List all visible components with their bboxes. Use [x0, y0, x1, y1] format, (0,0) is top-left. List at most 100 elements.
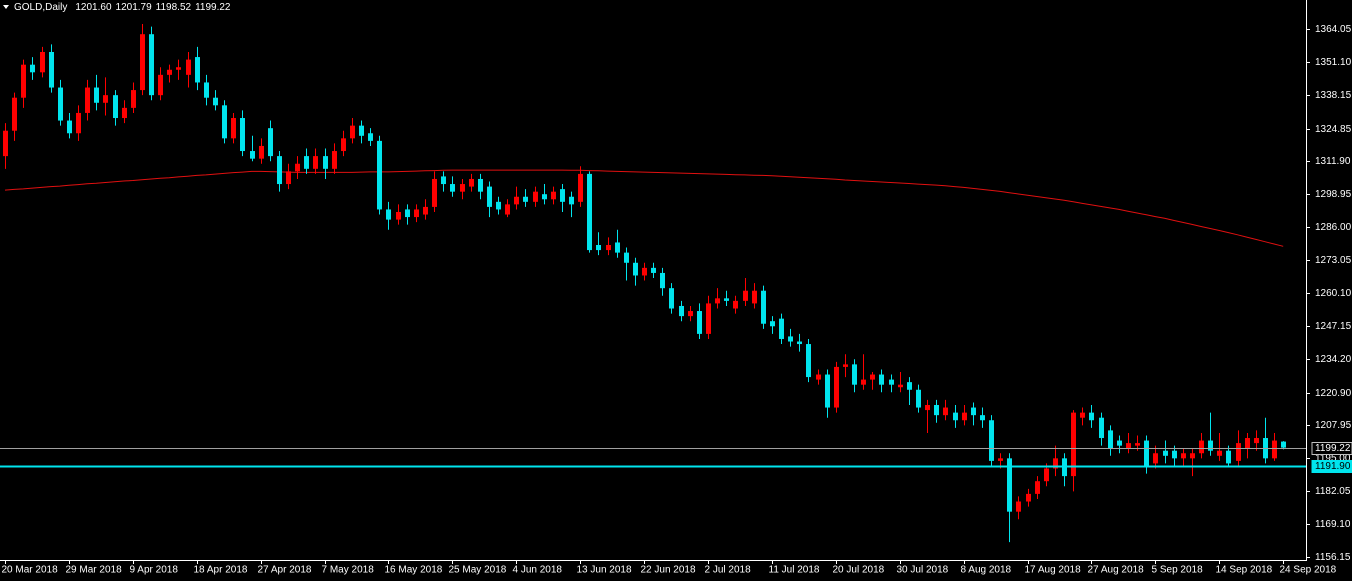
- candle-body: [313, 156, 318, 169]
- candle-body: [560, 189, 565, 202]
- candle-body: [350, 125, 355, 139]
- candle-body: [724, 298, 729, 301]
- menu-triangle[interactable]: [3, 5, 9, 9]
- x-tick-label: 16 May 2018: [385, 565, 443, 576]
- y-tick-label: 1207.95: [1315, 420, 1352, 431]
- candle-body: [167, 69, 172, 75]
- x-tick-label: 20 Jul 2018: [833, 565, 885, 576]
- candle-body: [231, 118, 236, 139]
- candle-body: [889, 379, 894, 385]
- candle-body: [825, 374, 830, 408]
- candle-body: [40, 51, 45, 73]
- candle-body: [1016, 501, 1021, 512]
- x-tick-label: 11 Jul 2018: [769, 565, 820, 576]
- candle-body: [1245, 438, 1250, 449]
- x-tick-label: 17 Aug 2018: [1025, 565, 1082, 576]
- candle-body: [1181, 453, 1186, 459]
- candle-body: [879, 374, 884, 385]
- candle-body: [441, 176, 446, 185]
- candle-body: [715, 298, 720, 304]
- candle-body: [642, 267, 647, 276]
- y-tick-label: 1220.90: [1315, 388, 1352, 399]
- candle-body: [578, 173, 583, 202]
- candle-body: [94, 87, 99, 103]
- candle-body: [861, 379, 866, 385]
- candle-body: [295, 163, 300, 172]
- candle-body: [1007, 458, 1012, 512]
- candle-body: [633, 262, 638, 276]
- x-tick-label: 18 Apr 2018: [194, 565, 248, 576]
- price-label: 1191.90: [1315, 461, 1351, 472]
- candle-body: [1035, 481, 1040, 494]
- candle-body: [1254, 438, 1259, 444]
- candle-body: [989, 420, 994, 461]
- candle-body: [1089, 412, 1094, 421]
- candle-body: [268, 128, 273, 157]
- candle-body: [852, 364, 857, 385]
- price-label-box: [1311, 442, 1352, 455]
- candle-body: [414, 209, 419, 218]
- candle-body: [688, 311, 693, 317]
- y-tick-label: 1273.05: [1315, 255, 1352, 266]
- candle-body: [3, 130, 8, 157]
- candle-body: [396, 211, 401, 220]
- candle-body: [1272, 440, 1277, 459]
- candle-body: [1026, 493, 1031, 502]
- candle-body: [359, 125, 364, 136]
- candle-body: [1281, 441, 1286, 448]
- candle-body: [323, 156, 328, 169]
- candle-body: [551, 191, 556, 200]
- candle-body: [870, 374, 875, 380]
- candle-body: [761, 290, 766, 324]
- chart-header: GOLD,Daily 1201.60 1201.79 1198.52 1199.22: [14, 2, 231, 13]
- candle-body: [432, 178, 437, 207]
- x-tick-label: 24 Sep 2018: [1280, 565, 1337, 576]
- candle-body: [624, 252, 629, 263]
- candle-body: [1163, 450, 1168, 456]
- x-tick-label: 20 Mar 2018: [2, 565, 59, 576]
- candle-body: [368, 133, 373, 141]
- candle-body: [405, 209, 410, 218]
- candle-body: [587, 173, 592, 251]
- candle-body: [1099, 417, 1104, 439]
- candle-body: [103, 95, 108, 103]
- x-tick-label: 27 Apr 2018: [258, 565, 312, 576]
- candle-body: [113, 95, 118, 119]
- candle-body: [1071, 412, 1076, 477]
- candle-body: [58, 87, 63, 121]
- candle-body: [569, 196, 574, 205]
- candle-body: [533, 191, 538, 202]
- candle-body: [176, 67, 181, 70]
- candle-body: [450, 184, 455, 192]
- candle-body: [898, 384, 903, 388]
- candle-body: [131, 90, 136, 108]
- candle-body: [1053, 458, 1058, 469]
- candle-body: [250, 151, 255, 159]
- candle-body: [1208, 440, 1213, 451]
- header-close: 1199.22: [195, 2, 231, 13]
- candle-body: [660, 272, 665, 289]
- candle-body: [195, 57, 200, 83]
- candle-body: [30, 64, 35, 73]
- candle-body: [834, 366, 839, 408]
- candle-body: [186, 59, 191, 75]
- y-tick-label: 1169.10: [1315, 519, 1351, 530]
- candle-body: [76, 112, 81, 134]
- candle-body: [1190, 453, 1195, 459]
- candle-body: [304, 156, 309, 169]
- candle-body: [505, 204, 510, 215]
- x-tick-label: 14 Sep 2018: [1216, 565, 1273, 576]
- candle-body: [1153, 453, 1158, 464]
- candle-body: [158, 74, 163, 96]
- candle-body: [651, 267, 656, 273]
- candle-body: [122, 107, 127, 119]
- candle-body: [743, 290, 748, 301]
- candle-body: [149, 34, 154, 96]
- y-tick-label: 1286.00: [1315, 222, 1352, 233]
- candle-body: [487, 186, 492, 207]
- candle-body: [1144, 440, 1149, 466]
- candle-body: [67, 120, 72, 134]
